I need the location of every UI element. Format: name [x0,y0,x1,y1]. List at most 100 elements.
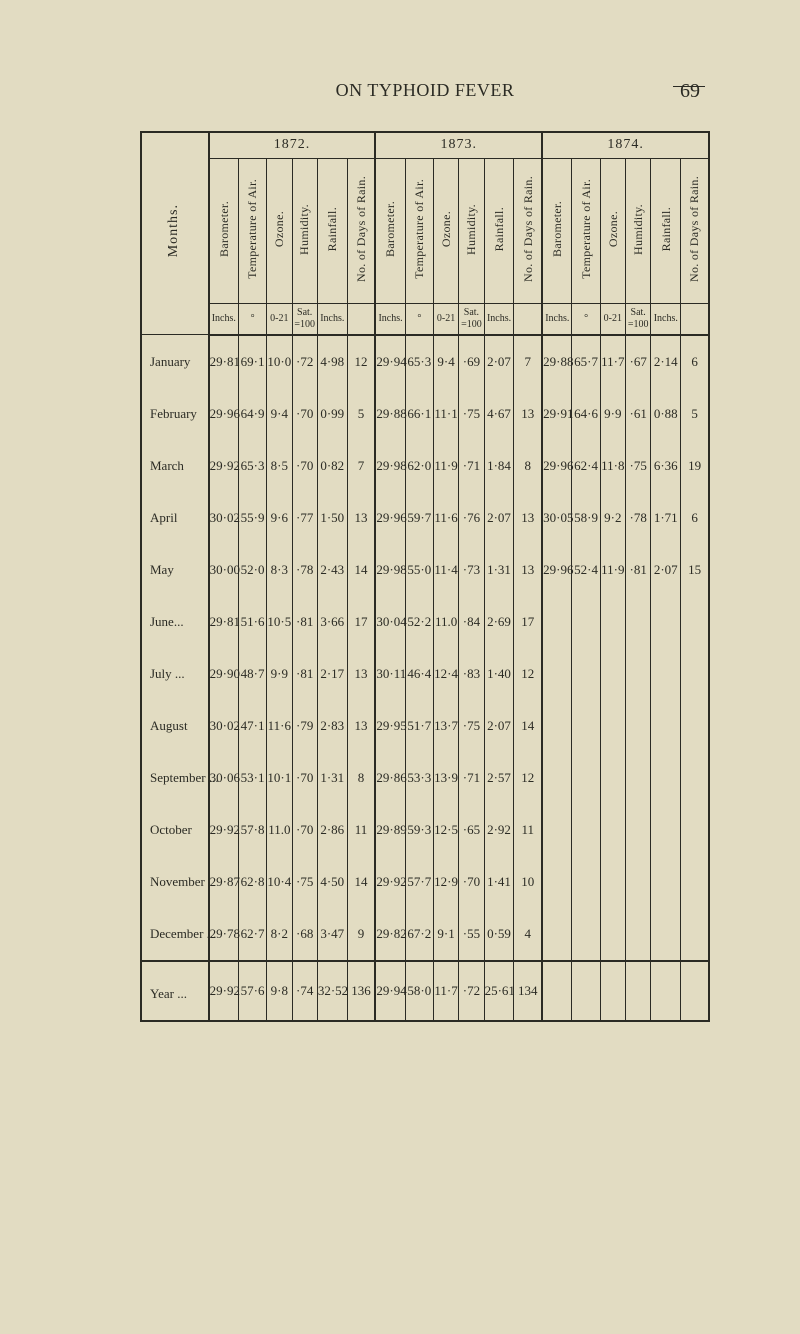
page-number: 69 [680,80,700,103]
data-cell [626,908,651,961]
data-cell: 13·9 [433,752,458,804]
data-cell [600,596,625,648]
data-cell: 29·90 [209,648,239,700]
table-body: January29·8169·110·0·724·981229·9465·39·… [141,335,709,961]
data-cell: 7 [514,335,542,388]
data-cell: 13 [347,492,375,544]
data-cell [542,804,572,856]
data-cell [572,752,600,804]
data-cell: 9·6 [267,492,292,544]
month-label: February [141,388,209,440]
data-cell [572,596,600,648]
data-cell [542,648,572,700]
month-label: May [141,544,209,596]
table-row: November29·8762·810·4·754·501429·9257·71… [141,856,709,908]
data-cell [626,648,651,700]
data-cell: 29·96 [209,388,239,440]
data-cell: 2·69 [484,596,514,648]
data-cell: ·71 [459,752,484,804]
data-cell: ·61 [626,388,651,440]
data-cell: 0·82 [317,440,347,492]
data-cell: 51·6 [238,596,266,648]
data-cell [626,752,651,804]
data-cell: 11·6 [267,700,292,752]
data-cell: ·70 [459,856,484,908]
data-cell: ·67 [626,335,651,388]
data-cell: ·70 [292,388,317,440]
data-cell: 2·07 [484,492,514,544]
data-cell: 0·59 [484,908,514,961]
data-cell: 1·84 [484,440,514,492]
data-cell [600,752,625,804]
data-cell: 30·06 [209,752,239,804]
data-cell: ·70 [292,752,317,804]
data-cell: 12·9 [433,856,458,908]
data-cell: 11·1 [433,388,458,440]
data-cell: 62·8 [238,856,266,908]
page-number-underline [673,86,705,87]
data-cell: 29·81 [209,596,239,648]
table-row: December ...29·7862·78·2·683·47929·8267·… [141,908,709,961]
data-cell: 2·83 [317,700,347,752]
data-cell: ·73 [459,544,484,596]
data-cell: ·81 [292,648,317,700]
data-cell: 29·95 [375,700,405,752]
data-cell: 65·7 [572,335,600,388]
table-row: February29·9664·99·4·700·99529·8866·111·… [141,388,709,440]
data-cell [542,752,572,804]
data-cell [681,804,709,856]
data-cell [651,752,681,804]
data-cell: 29·86 [375,752,405,804]
data-cell [626,856,651,908]
data-cell: ·81 [292,596,317,648]
data-cell: ·77 [292,492,317,544]
data-cell [651,648,681,700]
data-cell: 51·7 [405,700,433,752]
data-cell: ·75 [626,440,651,492]
data-cell [572,648,600,700]
data-cell: 9·9 [267,648,292,700]
data-cell: 48·7 [238,648,266,700]
data-cell [542,856,572,908]
data-cell: 69·1 [238,335,266,388]
data-cell: 11·4 [433,544,458,596]
month-label: March [141,440,209,492]
data-cell: 19 [681,440,709,492]
data-cell: 14 [514,700,542,752]
year-1874: 1874. [542,132,709,158]
data-cell: ·79 [292,700,317,752]
table-row: September ...30·0653·110·1·701·31829·865… [141,752,709,804]
data-cell: 7 [347,440,375,492]
data-cell: 66·1 [405,388,433,440]
data-cell: 13 [347,700,375,752]
data-cell: ·75 [459,388,484,440]
data-cell: ·84 [459,596,484,648]
data-cell: 62·7 [238,908,266,961]
data-cell: 29·82 [375,908,405,961]
data-cell: 30·02 [209,700,239,752]
month-label: July ... [141,648,209,700]
data-cell: 29·96 [542,544,572,596]
data-cell [626,804,651,856]
data-cell: 5 [347,388,375,440]
table-row: June...29·8151·610·5·813·661730·0452·211… [141,596,709,648]
data-cell [542,908,572,961]
data-cell: 1·40 [484,648,514,700]
data-cell: 1·31 [317,752,347,804]
data-cell: 9·9 [600,388,625,440]
data-cell: 57·7 [405,856,433,908]
data-cell [600,908,625,961]
data-cell: 11.0 [267,804,292,856]
data-cell: 6 [681,492,709,544]
data-cell: 30·04 [375,596,405,648]
data-cell: 2·43 [317,544,347,596]
data-cell: 11 [347,804,375,856]
data-cell: ·69 [459,335,484,388]
data-cell: 29·94 [375,335,405,388]
data-cell [600,648,625,700]
data-cell: 3·47 [317,908,347,961]
data-cell: 11·8 [600,440,625,492]
data-cell: 30·00 [209,544,239,596]
data-cell: 10·1 [267,752,292,804]
data-cell [651,908,681,961]
